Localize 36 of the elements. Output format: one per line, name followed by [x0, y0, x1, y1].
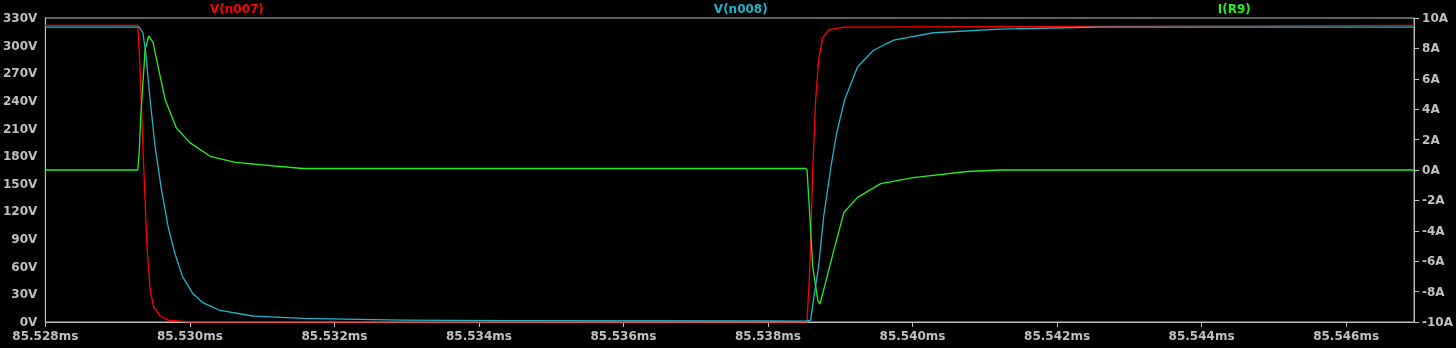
x-tick-label: 85.534ms	[445, 329, 512, 343]
y-tick-label: 270V	[2, 66, 39, 81]
x-tick-label: 85.544ms	[1168, 329, 1235, 343]
x-tick-label: 85.538ms	[735, 329, 801, 343]
x-tick-label: 85.536ms	[590, 329, 657, 343]
y2-tick-label: 2A	[1422, 132, 1441, 147]
text: V(n008)	[713, 2, 768, 16]
y-tick-label: 90V	[11, 232, 39, 247]
y2-tick-label: -4A	[1422, 223, 1446, 238]
x-tick-label: 85.542ms	[1024, 329, 1091, 343]
text: I(R9)	[1217, 2, 1251, 16]
y2-tick-label: 6A	[1422, 71, 1441, 86]
y-tick-label: 30V	[11, 287, 39, 302]
y2-tick-label: 0A	[1422, 163, 1441, 177]
y-tick-label: 330V	[2, 11, 39, 25]
x-tick-label: 85.530ms	[156, 329, 223, 343]
y-tick-label: 60V	[11, 259, 39, 274]
text: V(n007)	[210, 2, 264, 16]
y-tick-label: 120V	[2, 204, 39, 219]
y-tick-label: 300V	[2, 38, 39, 53]
x-tick-label: 85.532ms	[301, 329, 368, 343]
y-tick-label: 0V	[19, 315, 39, 329]
y2-tick-label: -10A	[1422, 315, 1454, 329]
y-tick-label: 210V	[2, 121, 39, 136]
y2-tick-label: -2A	[1422, 193, 1446, 208]
y2-tick-label: 4A	[1422, 102, 1441, 117]
y-tick-label: 240V	[2, 93, 39, 108]
y2-tick-label: -6A	[1422, 254, 1446, 269]
x-tick-label: 85.540ms	[879, 329, 946, 343]
y2-tick-label: 10A	[1422, 11, 1449, 25]
y2-tick-label: 8A	[1422, 41, 1441, 56]
y-tick-label: 180V	[2, 149, 39, 164]
x-tick-label: 85.546ms	[1313, 329, 1380, 343]
x-tick-label: 85.528ms	[12, 329, 79, 343]
y-tick-label: 150V	[2, 176, 39, 191]
y2-tick-label: -8A	[1422, 284, 1446, 299]
